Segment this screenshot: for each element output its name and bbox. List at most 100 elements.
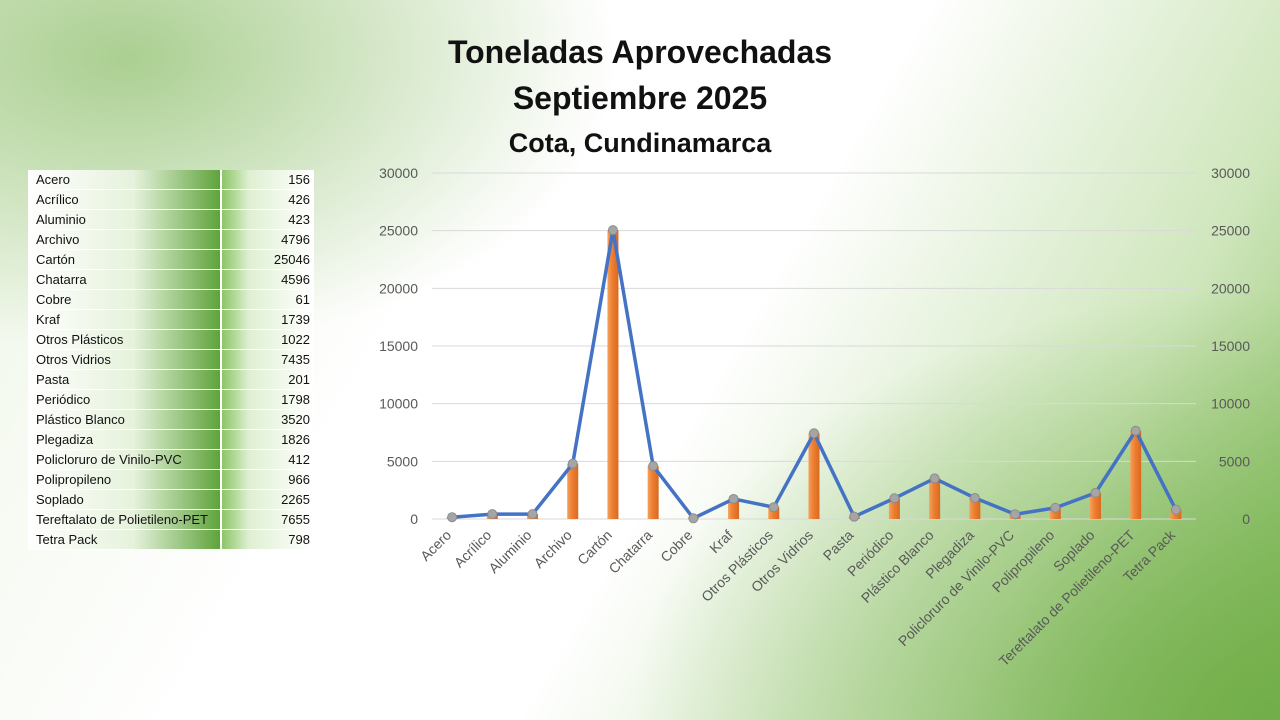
- y-tick-right: 25000: [1211, 223, 1250, 239]
- table-row: Kraf 1739: [28, 309, 314, 330]
- data-table: Acero 156 Acrílico 426 Aluminio 423 Archivo 479…: [28, 170, 314, 550]
- table-category-cell: Archivo: [28, 229, 222, 250]
- bar: [1130, 430, 1142, 519]
- table-category-cell: Otros Plásticos: [28, 329, 222, 350]
- table-row: Cobre 61: [28, 289, 314, 310]
- table-row: Polipropileno 966: [28, 469, 314, 490]
- y-tick-right: 30000: [1211, 165, 1250, 181]
- table-category-cell: Cobre: [28, 289, 222, 310]
- table-value-cell: 412: [221, 449, 314, 470]
- chart-title: Toneladas Aprovechadas: [447, 34, 833, 70]
- x-tick-label: Aluminio: [485, 527, 534, 576]
- table-category-cell: Tereftalato de Polietileno-PET: [28, 509, 222, 530]
- table-row: Archivo 4796: [28, 229, 314, 250]
- table-value-cell: 1022: [221, 329, 314, 350]
- table-category-cell: Polipropileno: [28, 469, 222, 490]
- line-marker: [1090, 487, 1101, 498]
- table-row: Cartón 25046: [28, 249, 314, 270]
- y-tick-left: 15000: [379, 338, 418, 354]
- table-row: Otros Vidrios 7435: [28, 349, 314, 370]
- table-row: Periódico 1798: [28, 389, 314, 410]
- table-category-cell: Plegadiza: [28, 429, 222, 450]
- table-category-cell: Plástico Blanco: [28, 409, 222, 430]
- table-value-cell: 3520: [221, 409, 314, 430]
- table-value-cell: 798: [221, 529, 314, 550]
- line-marker: [809, 428, 819, 439]
- table-row: Tereftalato de Polietileno-PET 7655: [28, 509, 314, 530]
- bar: [728, 498, 740, 519]
- table-category-cell: Soplado: [28, 489, 222, 510]
- bar: [1049, 507, 1061, 519]
- line-marker: [849, 511, 860, 522]
- y-tick-left: 25000: [379, 223, 418, 239]
- table-row: Tetra Pack 798: [28, 529, 314, 550]
- x-tick-label: Archivo: [531, 527, 575, 571]
- table-value-cell: 201: [221, 369, 314, 390]
- table-value-cell: 426: [221, 189, 314, 210]
- line-marker: [487, 509, 498, 520]
- table-row: Acrílico 426: [28, 189, 314, 210]
- table-value-cell: 25046: [221, 249, 314, 270]
- line-marker: [527, 509, 538, 520]
- bar: [929, 478, 941, 519]
- bar: [567, 463, 579, 519]
- table-category-cell: Chatarra: [28, 269, 222, 290]
- line-marker: [768, 502, 779, 513]
- line-marker: [929, 473, 940, 484]
- table-category-cell: Otros Vidrios: [28, 349, 222, 370]
- bar: [647, 465, 659, 519]
- line-marker: [567, 458, 578, 469]
- y-tick-left: 30000: [379, 165, 418, 181]
- table-row: Otros Plásticos 1022: [28, 329, 314, 350]
- y-tick-right: 0: [1242, 511, 1250, 527]
- bar: [607, 230, 619, 519]
- y-tick-left: 0: [410, 511, 418, 527]
- table-row: Chatarra 4596: [28, 269, 314, 290]
- table-row: Acero 156: [28, 170, 314, 190]
- table-value-cell: 4596: [221, 269, 314, 290]
- table-category-cell: Acero: [28, 170, 222, 190]
- line-marker: [1170, 504, 1181, 515]
- table-value-cell: 423: [221, 209, 314, 230]
- table-category-cell: Kraf: [28, 309, 222, 330]
- table-value-cell: 156: [221, 170, 314, 190]
- table-value-cell: 1826: [221, 429, 314, 450]
- line-marker: [969, 492, 980, 503]
- table-category-cell: Periódico: [28, 389, 222, 410]
- table-row: Plegadiza 1826: [28, 429, 314, 450]
- table-value-cell: 2265: [221, 489, 314, 510]
- table-category-cell: Policloruro de Vinilo-PVC: [28, 449, 222, 470]
- table-value-cell: 966: [221, 469, 314, 490]
- line-marker: [688, 513, 699, 524]
- table-category-cell: Aluminio: [28, 209, 222, 230]
- y-tick-right: 15000: [1211, 338, 1250, 354]
- table-value-cell: 7655: [221, 509, 314, 530]
- table-row: Aluminio 423: [28, 209, 314, 230]
- table-row: Policloruro de Vinilo-PVC 412: [28, 449, 314, 470]
- line-marker: [1050, 502, 1061, 513]
- bar: [768, 507, 780, 519]
- table-category-cell: Pasta: [28, 369, 222, 390]
- x-tick-label: Kraf: [706, 527, 736, 557]
- line-marker: [648, 460, 659, 471]
- x-tick-label: Acero: [417, 527, 454, 564]
- line-marker: [447, 512, 458, 523]
- x-tick-label: Otros Plásticos: [698, 527, 776, 605]
- y-tick-right: 5000: [1219, 453, 1250, 469]
- bar: [969, 497, 981, 519]
- x-tick-label: Pasta: [820, 527, 857, 564]
- line-marker: [1130, 425, 1141, 436]
- line-marker: [607, 225, 618, 236]
- chart-subtitle: Septiembre 2025: [512, 80, 768, 116]
- table-category-cell: Tetra Pack: [28, 529, 222, 550]
- bar: [808, 433, 820, 519]
- y-tick-right: 20000: [1211, 280, 1250, 296]
- table-value-cell: 1739: [221, 309, 314, 330]
- x-tick-label: Chatarra: [605, 527, 655, 577]
- table-value-cell: 7435: [221, 349, 314, 370]
- y-tick-left: 10000: [379, 396, 418, 412]
- bar: [1089, 492, 1101, 519]
- x-tick-label: Cobre: [657, 527, 695, 565]
- y-tick-left: 20000: [379, 280, 418, 296]
- table-row: Pasta 201: [28, 369, 314, 390]
